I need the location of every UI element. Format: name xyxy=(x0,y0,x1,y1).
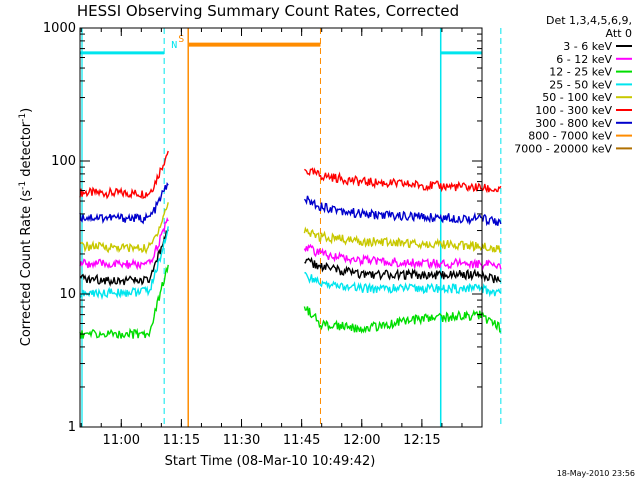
legend-entry-label: 7000 - 20000 keV xyxy=(514,142,612,155)
saa-flag-label: S xyxy=(178,34,184,45)
x-tick-label: 11:15 xyxy=(163,433,200,448)
legend-entry-label: 100 - 300 keV xyxy=(535,104,612,117)
series-line-0-1 xyxy=(303,167,502,194)
y-tick-label: 1 xyxy=(68,420,76,435)
legend-attenuator: Att 0 xyxy=(606,27,632,40)
y-axis-label-main: Corrected Count Rate (s xyxy=(19,190,34,347)
x-tick-label: 11:30 xyxy=(223,433,260,448)
series-line-4-1 xyxy=(304,256,502,284)
y-tick-label: 1000 xyxy=(43,21,76,36)
series-line-6-1 xyxy=(303,306,501,334)
x-tick-label: 12:00 xyxy=(343,433,380,448)
series-line-2-1 xyxy=(303,226,502,253)
series-line-1-1 xyxy=(303,195,502,227)
series-line-5-1 xyxy=(304,271,502,298)
event-markers: SN xyxy=(80,28,502,427)
series-line-3-0 xyxy=(79,217,169,271)
legend-entry-label: 300 - 800 keV xyxy=(535,117,612,130)
x-axis-label: Start Time (08-Mar-10 10:49:42) xyxy=(165,454,376,469)
series-line-3-1 xyxy=(303,243,502,271)
series-line-5-0 xyxy=(79,226,169,301)
footer-timestamp: 18-May-2010 23:56 xyxy=(557,469,635,478)
plot-frame xyxy=(79,27,483,428)
axes: 1 10 100 1000 11:00 11:15 11:30 11:45 12:00 12:15 xyxy=(43,21,483,448)
chart-title: HESSI Observing Summary Count Rates, Cor… xyxy=(77,2,459,20)
legend-entry-label: 3 - 6 keV xyxy=(563,40,612,53)
series-line-1-0 xyxy=(79,182,169,225)
series-line-0-0 xyxy=(79,150,169,200)
series-group xyxy=(79,150,502,339)
legend-entry-label: 800 - 7000 keV xyxy=(528,130,612,143)
legend-entry-label: 12 - 25 keV xyxy=(549,66,612,79)
series-line-6-0 xyxy=(79,264,169,339)
x-tick-label: 11:45 xyxy=(283,433,320,448)
y-axis-label: Corrected Count Rate (s-1 detector-1) xyxy=(18,108,34,346)
legend-header: Det 1,3,4,5,6,9, xyxy=(546,14,632,27)
y-tick-label: 10 xyxy=(59,287,76,302)
legend-entry-label: 50 - 100 keV xyxy=(542,91,612,104)
x-tick-label: 11:00 xyxy=(103,433,140,448)
series-line-4-0 xyxy=(79,229,169,287)
y-tick-label: 100 xyxy=(51,154,76,169)
x-tick-label: 12:15 xyxy=(403,433,440,448)
series-line-2-0 xyxy=(79,202,169,255)
night-flag-label: N xyxy=(171,40,177,51)
legend-entry-label: 25 - 50 keV xyxy=(549,78,612,91)
legend-entry-label: 6 - 12 keV xyxy=(556,53,612,66)
